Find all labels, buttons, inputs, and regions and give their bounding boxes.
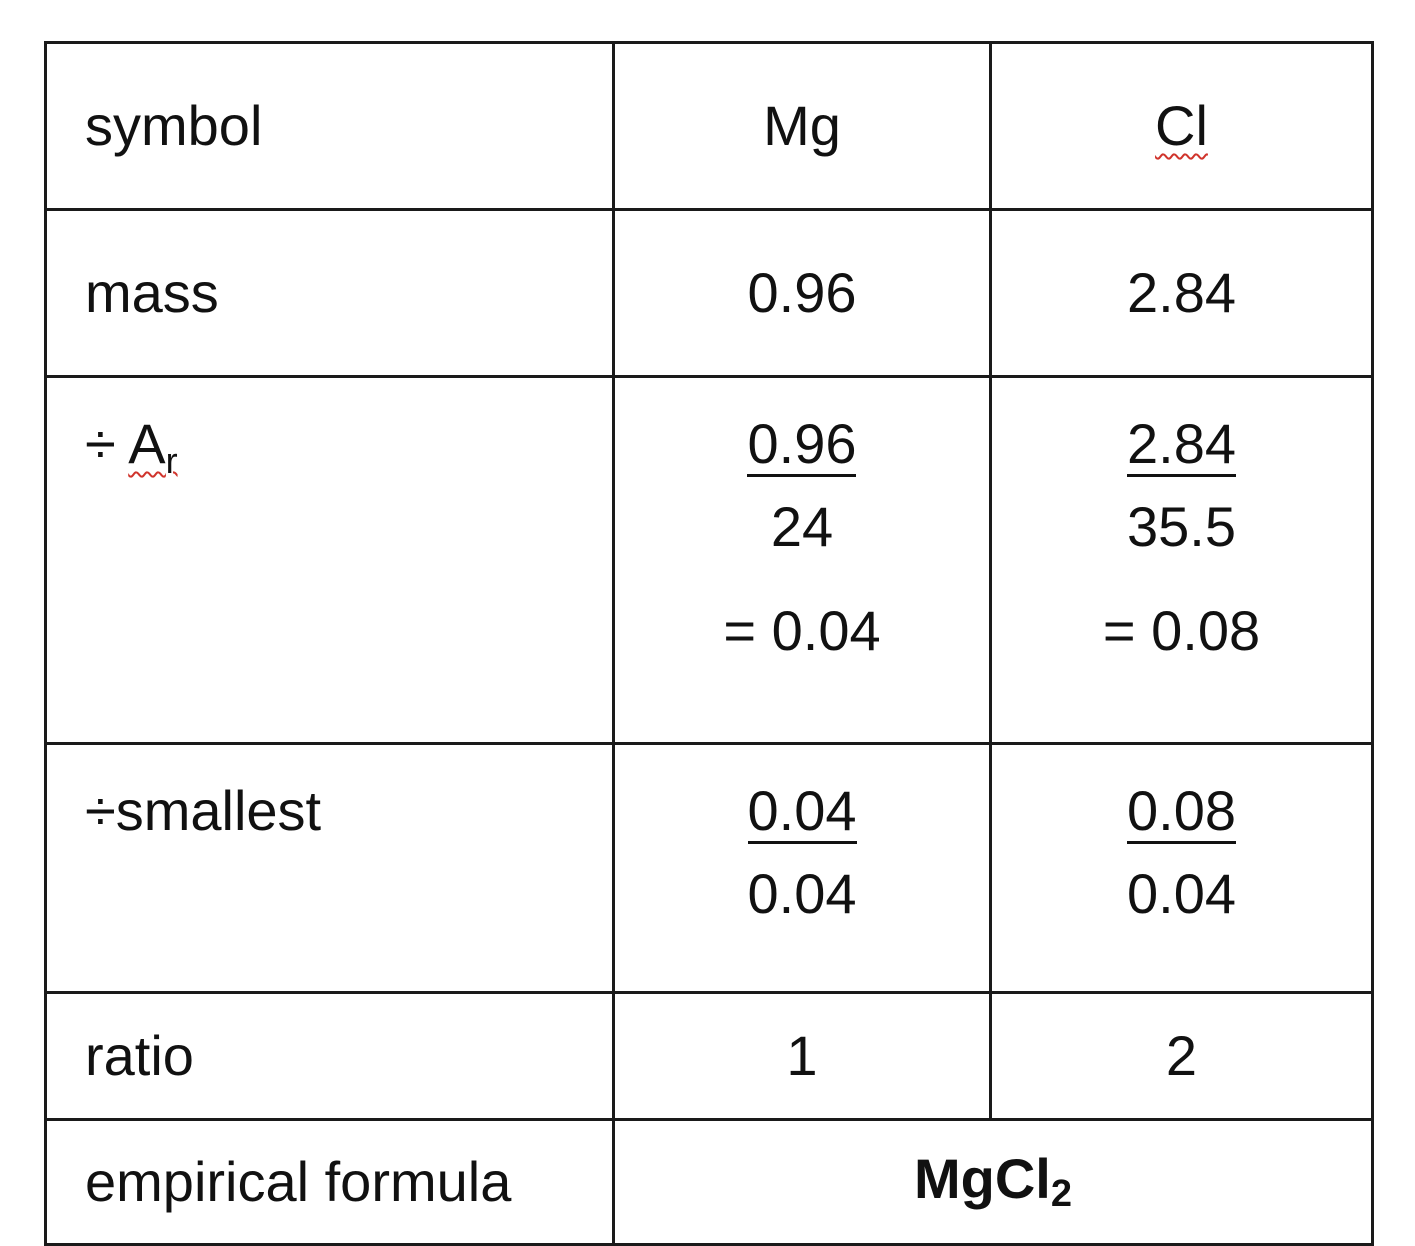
table-row-empirical-formula: empirical formula MgCl2 <box>44 1118 1374 1246</box>
ar-symbol: Ar <box>128 412 177 479</box>
table-row-divide-ar: ÷ Ar 0.96 24 = 0.04 2.84 35.5 = 0.08 <box>44 375 1374 745</box>
divide-smallest-label: ÷smallest <box>85 779 322 842</box>
smallest-cl-denominator: 0.04 <box>1127 862 1236 925</box>
cell-divide-smallest-cl: 0.08 0.04 <box>989 742 1374 994</box>
smallest-fraction-cl: 0.08 0.04 <box>1127 783 1236 922</box>
cell-empirical-formula: MgCl2 <box>612 1118 1374 1246</box>
smallest-mg-numerator: 0.04 <box>747 779 857 844</box>
smallest-fraction-mg: 0.04 0.04 <box>747 779 857 925</box>
row-label-divide-smallest: ÷smallest <box>44 742 615 994</box>
fraction-mg: 0.96 24 = 0.04 <box>723 416 880 659</box>
divide-ar-prefix: ÷ <box>85 412 129 475</box>
cell-ratio-mg: 1 <box>612 991 992 1121</box>
row-label-ratio: ratio <box>44 991 615 1121</box>
cell-mass-cl: 2.84 <box>989 208 1374 378</box>
mass-mg: 0.96 <box>747 261 857 324</box>
smallest-cl-numerator: 0.08 <box>1127 779 1236 844</box>
ratio-label: ratio <box>85 1024 194 1087</box>
cell-symbol-cl: Cl <box>989 41 1374 211</box>
symbol-mg: Mg <box>763 94 841 157</box>
cell-divide-ar-cl: 2.84 35.5 = 0.08 <box>989 375 1374 745</box>
fraction-cl-numerator: 2.84 <box>1126 412 1236 477</box>
row-label-mass: mass <box>44 208 615 378</box>
empirical-formula-label: empirical formula <box>85 1150 512 1213</box>
symbol-label: symbol <box>85 94 263 157</box>
table-row-symbol: symbol Mg Cl <box>44 41 1374 211</box>
mass-label: mass <box>85 261 219 324</box>
formula-main: MgCl <box>914 1147 1051 1210</box>
empirical-formula-table: symbol Mg Cl mass 0.96 2.84 ÷ Ar <box>44 41 1374 1246</box>
ar-main: A <box>128 412 166 475</box>
ar-subscript: r <box>165 440 178 481</box>
table-row-divide-smallest: ÷smallest 0.04 0.04 0.08 0.04 <box>44 742 1374 994</box>
cell-ratio-cl: 2 <box>989 991 1374 1121</box>
smallest-mg-denominator: 0.04 <box>747 862 857 925</box>
row-label-symbol: symbol <box>44 41 615 211</box>
empirical-formula-value: MgCl2 <box>914 1147 1072 1214</box>
fraction-cl-denominator: 35.5 <box>1126 495 1236 558</box>
formula-subscript: 2 <box>1050 1173 1072 1215</box>
mass-cl: 2.84 <box>1127 261 1236 324</box>
table-row-mass: mass 0.96 2.84 <box>44 208 1374 378</box>
fraction-mg-denominator: 24 <box>770 495 834 558</box>
cell-mass-mg: 0.96 <box>612 208 992 378</box>
symbol-cl: Cl <box>1155 94 1208 157</box>
cell-divide-ar-mg: 0.96 24 = 0.04 <box>612 375 992 745</box>
fraction-mg-result: = 0.04 <box>723 599 881 662</box>
ratio-mg: 1 <box>786 1024 818 1087</box>
row-label-empirical-formula: empirical formula <box>44 1118 615 1246</box>
row-label-divide-ar: ÷ Ar <box>44 375 615 745</box>
fraction-cl-result: = 0.08 <box>1102 599 1261 662</box>
cell-divide-smallest-mg: 0.04 0.04 <box>612 742 992 994</box>
cell-symbol-mg: Mg <box>612 41 992 211</box>
ratio-cl: 2 <box>1165 1024 1198 1087</box>
fraction-cl: 2.84 35.5 = 0.08 <box>1103 416 1260 659</box>
table-row-ratio: ratio 1 2 <box>44 991 1374 1121</box>
fraction-mg-numerator: 0.96 <box>747 412 857 477</box>
